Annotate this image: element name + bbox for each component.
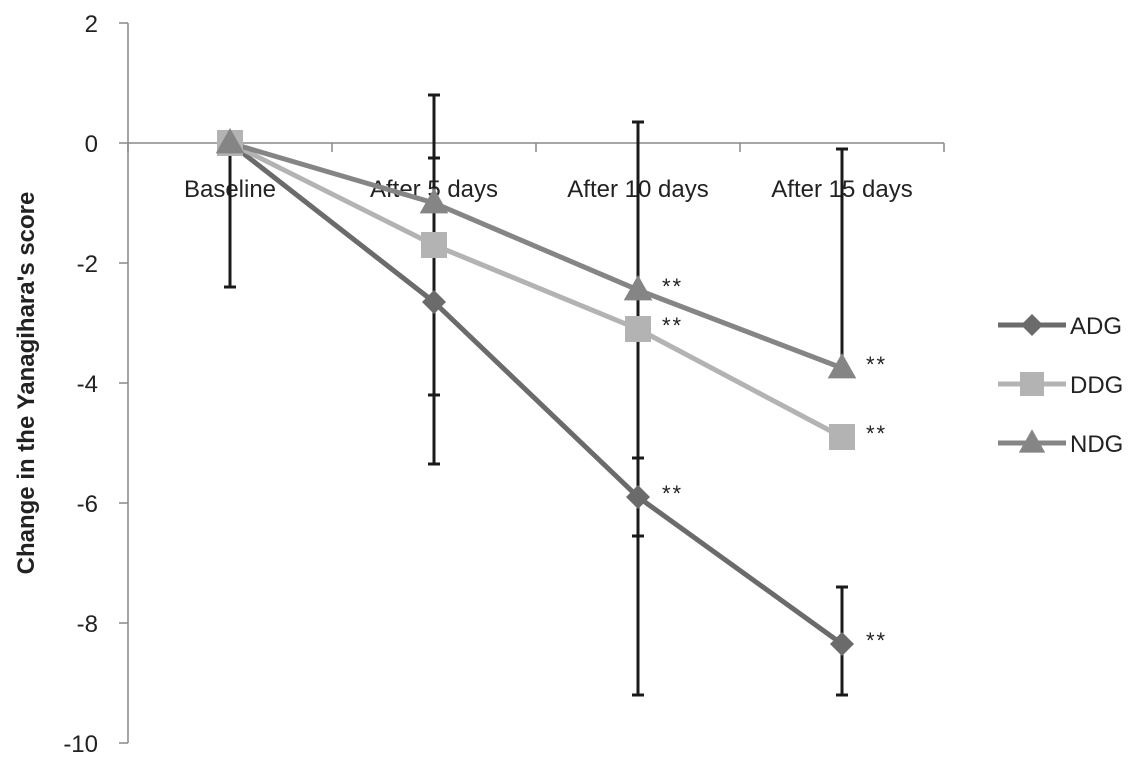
significance-markers: ** ** ** ** ** ** <box>662 274 887 653</box>
y-tick-label: 2 <box>85 11 98 38</box>
significance-marker: ** <box>662 481 683 506</box>
legend-marker-adg <box>1021 314 1043 336</box>
legend-label-adg: ADG <box>1070 313 1122 340</box>
series-line-ddg <box>228 140 844 440</box>
legend-marker-ndg <box>1018 429 1046 453</box>
legend-label-ndg: NDG <box>1070 431 1123 458</box>
significance-marker: ** <box>662 313 683 338</box>
data-point-ndg <box>419 188 449 214</box>
data-point-ndg <box>827 353 857 379</box>
data-point-ddg <box>829 424 855 450</box>
y-tick-label: -4 <box>77 371 98 398</box>
data-point-adg <box>422 290 446 314</box>
significance-marker: ** <box>866 628 887 653</box>
legend-marker-ddg <box>1020 372 1044 396</box>
y-tick-label: -6 <box>77 491 98 518</box>
data-point-ddg <box>421 232 447 258</box>
y-axis: 2 0 -2 -4 -6 -8 -10 <box>63 11 129 757</box>
y-tick-label: -8 <box>77 611 98 638</box>
data-point-ndg <box>623 275 653 301</box>
data-series <box>215 128 857 656</box>
y-tick-label: -2 <box>77 251 98 278</box>
series-line-adg <box>228 141 844 647</box>
significance-marker: ** <box>866 352 887 377</box>
y-axis-label: Change in the Yanagihara's score <box>13 192 40 575</box>
legend: ADG DDG NDG <box>998 313 1123 458</box>
data-point-ndg <box>215 128 245 154</box>
significance-marker: ** <box>866 421 887 446</box>
series-line-ndg <box>229 140 843 371</box>
legend-label-ddg: DDG <box>1070 372 1123 399</box>
data-point-adg <box>830 632 854 656</box>
y-tick-label: -10 <box>63 731 98 757</box>
y-tick-label: 0 <box>85 131 98 158</box>
data-point-ddg <box>625 316 651 342</box>
data-point-adg <box>626 485 650 509</box>
significance-marker: ** <box>662 274 683 299</box>
